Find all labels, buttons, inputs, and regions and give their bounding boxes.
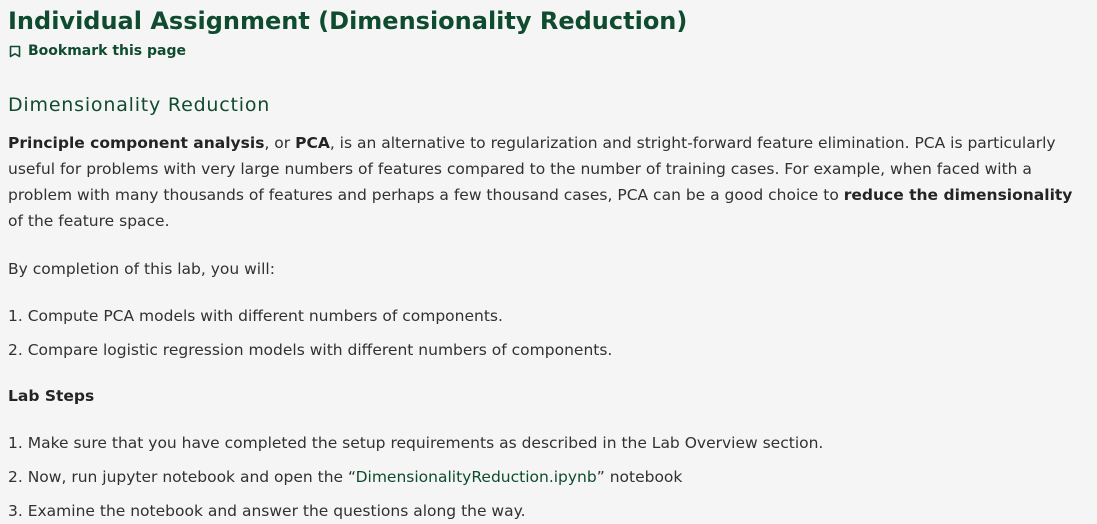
intro-text-segment-2: , is an alternative to regularization an…	[8, 134, 1056, 204]
intro-term-reduce-dimensionality: reduce the dimensionality	[843, 186, 1073, 204]
bookmark-outline-icon	[9, 45, 21, 57]
intro-text-segment-3: of the feature space.	[8, 212, 170, 230]
intro-term-pca: PCA	[295, 134, 330, 152]
section-heading: Dimensionality Reduction	[8, 94, 271, 116]
lab-step: 2. Now, run jupyter notebook and open th…	[8, 464, 1088, 490]
bookmark-label: Bookmark this page	[28, 43, 186, 59]
bookmark-page-button[interactable]: Bookmark this page	[9, 42, 186, 60]
lab-step-suffix: ” notebook	[596, 468, 683, 486]
lab-step: 1. Make sure that you have completed the…	[8, 434, 824, 452]
assignment-content: Principle component analysis, or PCA, is…	[8, 130, 1088, 524]
page-title: Individual Assignment (Dimensionality Re…	[8, 7, 688, 35]
goal-item: 1. Compute PCA models with different num…	[8, 307, 503, 325]
intro-term-principle-component-analysis: Principle component analysis	[8, 134, 265, 152]
notebook-file-name: DimensionalityReduction.ipynb	[355, 468, 597, 486]
goal-item: 2. Compare logistic regression models wi…	[8, 341, 613, 359]
lab-step-prefix: 2. Now, run jupyter notebook and open th…	[8, 468, 356, 486]
lab-step: 3. Examine the notebook and answer the q…	[8, 502, 526, 520]
intro-text-segment-1: , or	[264, 134, 296, 152]
assignment-page: Individual Assignment (Dimensionality Re…	[8, 7, 1072, 520]
lab-steps-heading: Lab Steps	[8, 387, 95, 405]
goals-intro: By completion of this lab, you will:	[8, 260, 275, 278]
intro-paragraph: Principle component analysis, or PCA, is…	[8, 130, 1088, 234]
